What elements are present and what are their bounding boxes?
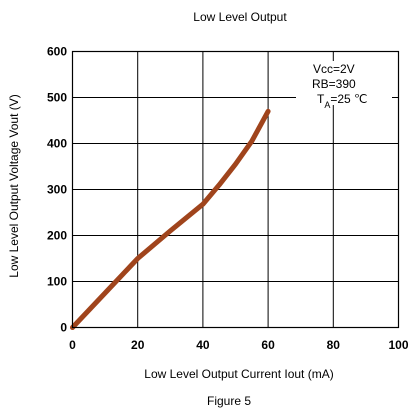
figure-caption: Figure 5 [207, 394, 251, 408]
series-line-0 [70, 108, 271, 330]
annotation-ta: TA=25 ℃ [317, 92, 368, 110]
series-group [70, 108, 271, 330]
annotation-vcc: Vcc=2V [313, 62, 355, 76]
y-tick-label-4: 400 [47, 137, 67, 151]
y-tick-label-5: 500 [47, 91, 67, 105]
x-tick-label-3: 60 [261, 338, 275, 352]
annotation-ta-prefix: T [317, 92, 325, 106]
y-tick-label-1: 100 [47, 275, 67, 289]
y-axis-label: Low Level Output Voltage Vout (V) [7, 94, 21, 277]
plot-area-frame [71, 50, 400, 329]
annotation-rb: RB=390 [312, 77, 356, 91]
annotation-ta-subscript: A [324, 100, 330, 110]
y-tick-label-3: 300 [47, 183, 67, 197]
chart-title: Low Level Output [193, 10, 287, 24]
x-axis-label: Low Level Output Current Iout (mA) [144, 367, 333, 381]
y-tick-label-6: 600 [47, 45, 67, 59]
x-tick-label-1: 20 [131, 338, 145, 352]
x-tick-label-0: 0 [69, 338, 76, 352]
annotation-box: Vcc=2V RB=390 TA=25 ℃ [296, 61, 392, 110]
annotation-ta-suffix: =25 ℃ [330, 92, 367, 106]
y-axis-ticks: 0 100 200 300 400 500 600 [47, 45, 67, 335]
x-tick-label-4: 80 [327, 338, 341, 352]
y-tick-label-2: 200 [47, 229, 67, 243]
x-tick-label-5: 100 [388, 338, 408, 352]
x-tick-label-2: 40 [196, 338, 210, 352]
y-tick-label-0: 0 [60, 321, 67, 335]
x-axis-ticks: 0 20 40 60 80 100 [69, 338, 409, 352]
